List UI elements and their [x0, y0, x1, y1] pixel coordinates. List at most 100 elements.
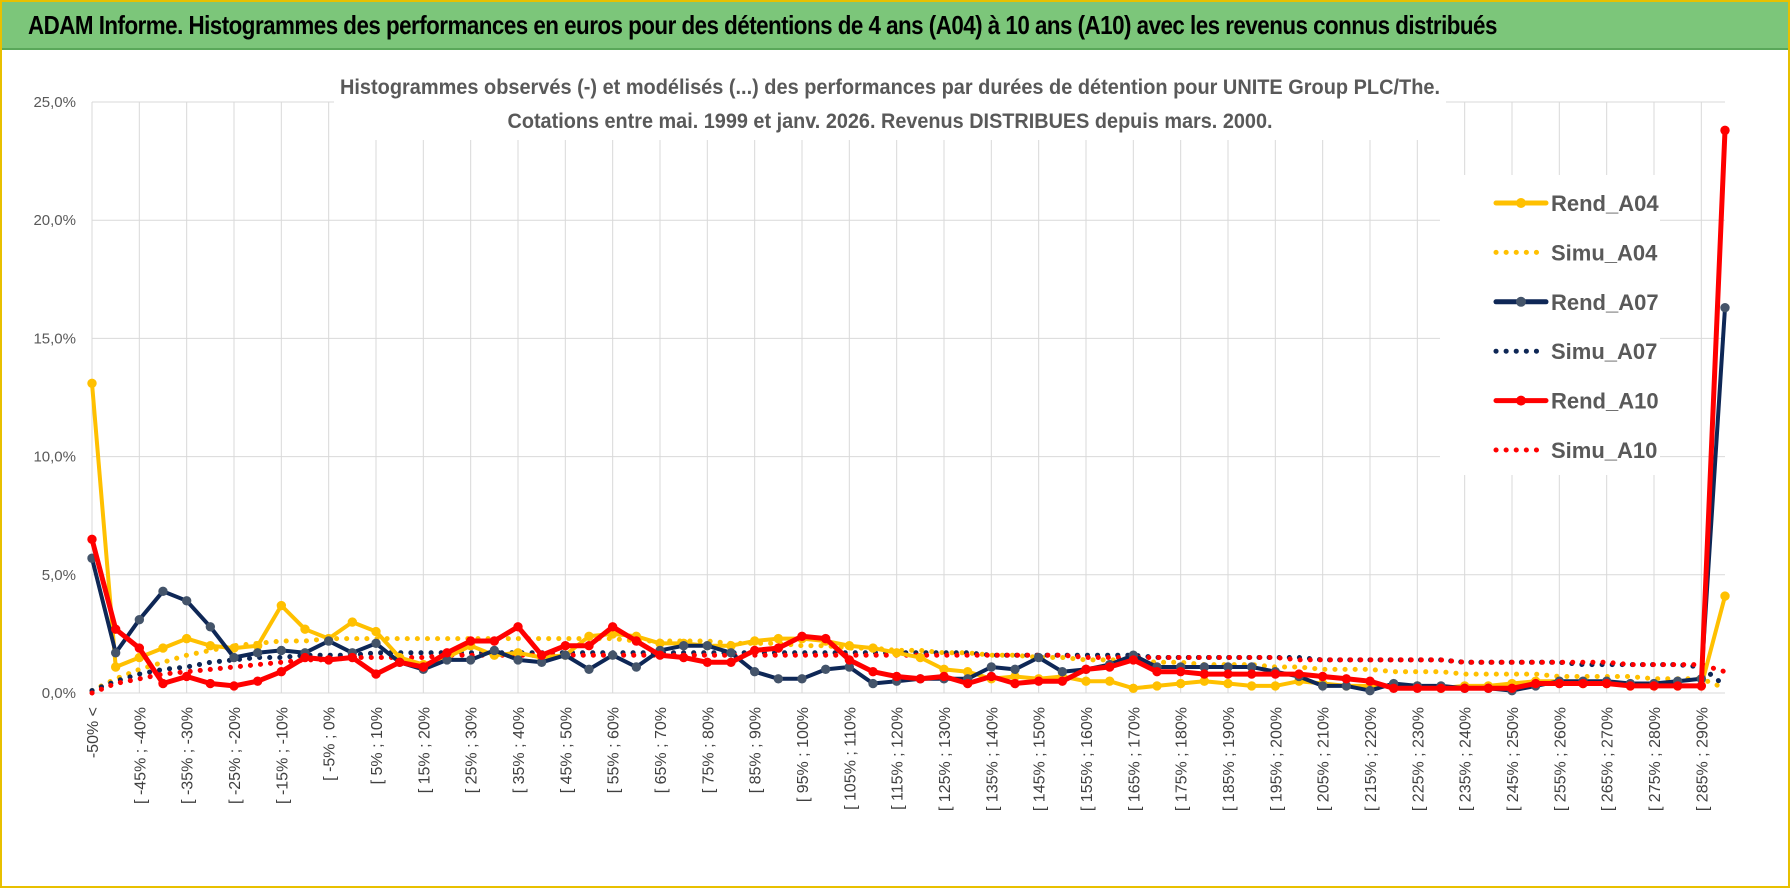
- data-point: [655, 650, 665, 660]
- data-point: [1530, 678, 1541, 689]
- x-tick-label: [ 225% ; 230%: [1410, 707, 1427, 811]
- data-point: [1625, 681, 1636, 691]
- data-point: [347, 652, 358, 663]
- data-point: [820, 633, 831, 644]
- data-point: [915, 652, 926, 663]
- data-point: [773, 674, 784, 684]
- y-tick-label: 25,0%: [33, 94, 76, 111]
- x-tick-label: [ 285% ; 290%: [1694, 707, 1711, 811]
- data-point: [1294, 669, 1304, 679]
- data-point: [465, 636, 476, 646]
- data-point: [252, 676, 263, 686]
- data-point: [1246, 681, 1257, 691]
- x-tick-label: [ 245% ; 250%: [1505, 707, 1522, 811]
- data-point: [252, 648, 263, 658]
- x-tick-label: [ 105% ; 110%: [842, 707, 859, 810]
- x-tick-label: [ 215% ; 220%: [1363, 707, 1380, 811]
- legend-label-simu_a07: Simu_A07: [1551, 339, 1657, 364]
- data-point: [1388, 683, 1399, 693]
- data-point: [749, 636, 760, 646]
- x-tick-label: [ 35% ; 40%: [511, 707, 528, 793]
- data-point: [1720, 591, 1730, 601]
- x-tick-label: [ 265% ; 270%: [1600, 707, 1617, 811]
- data-point: [891, 671, 902, 682]
- data-point: [1554, 678, 1565, 689]
- data-point: [276, 600, 287, 611]
- data-point: [229, 681, 239, 691]
- data-point: [1104, 676, 1115, 686]
- data-point: [560, 641, 571, 651]
- x-tick-label: [ 95% ; 100%: [795, 707, 812, 802]
- data-point: [1010, 664, 1020, 675]
- data-point: [394, 657, 405, 667]
- x-tick-label: [ -35% ; -30%: [180, 707, 197, 804]
- data-point: [560, 650, 571, 660]
- data-point: [1104, 662, 1115, 672]
- legend-label-simu_a04: Simu_A04: [1551, 240, 1658, 265]
- x-tick-label: [ 175% ; 180%: [1174, 707, 1191, 811]
- data-point: [1341, 674, 1352, 684]
- data-point: [1578, 678, 1588, 689]
- data-point: [134, 643, 145, 653]
- legend-label-rend_a10: Rend_A10: [1551, 389, 1659, 414]
- chart-title-line-2: Cotations entre mai. 1999 et janv. 2026.…: [508, 110, 1273, 133]
- data-point: [1412, 683, 1423, 693]
- data-point: [371, 669, 381, 679]
- data-point: [962, 678, 973, 689]
- data-point: [1223, 669, 1233, 679]
- y-tick-label: 20,0%: [33, 212, 76, 229]
- data-point: [1507, 683, 1517, 693]
- x-tick-label: [ -45% ; -40%: [132, 707, 149, 804]
- data-point: [1128, 683, 1139, 693]
- data-point: [820, 664, 831, 675]
- x-tick-label: [ 135% ; 140%: [984, 707, 1001, 811]
- data-point: [1270, 669, 1281, 679]
- data-point: [702, 641, 713, 651]
- data-point: [1672, 681, 1683, 691]
- x-tick-label: [ 15% ; 20%: [416, 707, 433, 793]
- x-tick-label: [ 155% ; 160%: [1079, 707, 1096, 811]
- data-point: [1033, 652, 1044, 663]
- data-point: [1246, 669, 1257, 679]
- data-point: [1720, 302, 1730, 313]
- x-tick-label: [ -15% ; -10%: [274, 707, 291, 804]
- legend-box: [1440, 175, 1660, 475]
- data-point: [229, 652, 239, 663]
- data-point: [110, 624, 121, 634]
- data-point: [110, 662, 121, 672]
- data-point: [749, 667, 760, 677]
- data-point: [205, 622, 216, 632]
- series-line-rend_a10: [89, 127, 1728, 691]
- x-tick-label: [ 115% ; 120%: [890, 707, 907, 810]
- y-tick-label: 15,0%: [33, 330, 76, 347]
- x-tick-label: [ 5% ; 10%: [369, 707, 386, 784]
- data-point: [1601, 678, 1612, 689]
- data-point: [87, 378, 97, 389]
- data-point: [868, 667, 878, 677]
- data-point: [181, 633, 192, 644]
- data-point: [205, 678, 216, 689]
- data-point: [1436, 683, 1446, 693]
- data-point: [915, 674, 926, 684]
- data-point: [323, 655, 334, 665]
- data-point: [134, 615, 145, 625]
- data-point: [1152, 667, 1162, 677]
- y-tick-label: 0,0%: [42, 685, 76, 702]
- data-point: [371, 626, 381, 637]
- data-point: [158, 643, 168, 653]
- chart-title-background: [334, 68, 1446, 140]
- legend-marker: [1516, 296, 1526, 307]
- data-point: [939, 671, 949, 682]
- data-point: [536, 650, 547, 660]
- x-tick-label: -50% <: [85, 707, 102, 758]
- data-point: [868, 678, 878, 689]
- data-point: [749, 645, 760, 656]
- data-point: [418, 662, 429, 672]
- legend-marker: [1516, 198, 1526, 208]
- data-point: [607, 650, 618, 660]
- data-point: [1223, 678, 1233, 689]
- data-point: [773, 633, 784, 644]
- data-point: [1365, 676, 1375, 686]
- data-point: [678, 641, 689, 651]
- data-point: [489, 636, 500, 646]
